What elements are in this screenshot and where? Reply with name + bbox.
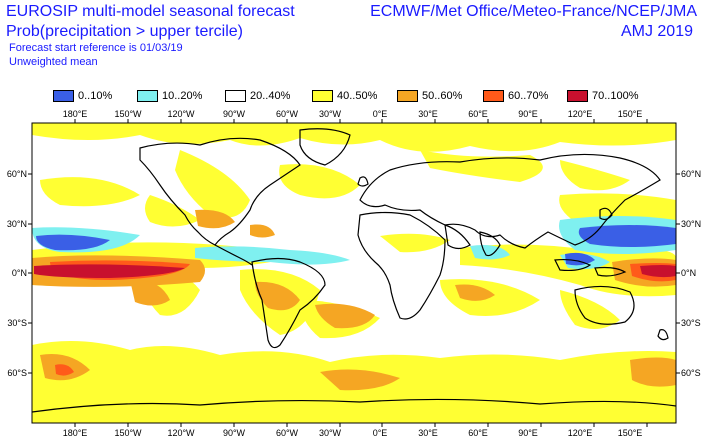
legend-label: 40..50% xyxy=(337,90,378,102)
y-tick-right: 60°S xyxy=(681,368,701,378)
colour-legend: 0..10% 10..20% 20..40% 40..50% 50..60% 6… xyxy=(0,88,707,104)
y-tick-right: 30°N xyxy=(681,219,701,229)
x-tick-bottom: 60°E xyxy=(468,428,488,438)
legend-label: 20..40% xyxy=(250,90,291,102)
x-tick-bottom: 120°E xyxy=(568,428,593,438)
map-title: EUROSIP multi-model seasonal forecast xyxy=(6,3,295,20)
x-tick-top: 120°W xyxy=(167,110,195,119)
legend-item: 60..70% xyxy=(483,88,548,104)
x-tick-top: 150°E xyxy=(618,110,643,119)
x-tick-top: 180°E xyxy=(63,110,88,119)
y-tick-left: 30°N xyxy=(7,219,27,229)
legend-label: 10..20% xyxy=(162,90,203,102)
legend-item: 0..10% xyxy=(53,88,112,104)
x-tick-bottom: 150°E xyxy=(618,428,643,438)
x-tick-top: 60°W xyxy=(276,110,299,119)
y-tick-left: 60°N xyxy=(7,169,27,179)
legend-item: 20..40% xyxy=(225,88,290,104)
legend-swatch xyxy=(567,90,588,102)
x-tick-bottom: 60°W xyxy=(276,428,299,438)
legend-swatch xyxy=(483,90,504,102)
latitude-tick-marks xyxy=(28,173,680,374)
x-tick-top: 90°E xyxy=(518,110,538,119)
legend-item: 40..50% xyxy=(312,88,377,104)
y-tick-left: 60°S xyxy=(7,368,27,378)
longitude-tick-marks xyxy=(74,119,648,427)
probability-map: 180°E 150°W 120°W 90°W 60°W 30°W 0°E 30°… xyxy=(7,110,701,438)
map-subtitle: Prob(precipitation > upper tercile) xyxy=(6,23,244,40)
y-tick-left: 0°N xyxy=(12,268,27,278)
period-label: AMJ 2019 xyxy=(620,23,693,40)
legend-label: 60..70% xyxy=(508,90,549,102)
legend-item: 50..60% xyxy=(397,88,462,104)
x-tick-top: 60°E xyxy=(468,110,488,119)
x-tick-top: 120°E xyxy=(568,110,593,119)
probability-shading xyxy=(32,123,676,423)
centres-label: ECMWF/Met Office/Meteo-France/NCEP/JMA xyxy=(370,3,697,20)
legend-swatch xyxy=(137,90,158,102)
legend-swatch xyxy=(312,90,333,102)
legend-swatch xyxy=(53,90,74,102)
x-tick-top: 0°E xyxy=(373,110,388,119)
x-tick-bottom: 90°E xyxy=(518,428,538,438)
legend-swatch xyxy=(225,90,246,102)
y-tick-left: 30°S xyxy=(7,318,27,328)
legend-label: 0..10% xyxy=(78,90,113,102)
x-tick-bottom: 150°W xyxy=(114,428,142,438)
x-tick-bottom: 90°W xyxy=(223,428,246,438)
legend-label: 70..100% xyxy=(592,90,639,102)
y-tick-right: 0°N xyxy=(681,268,696,278)
x-tick-bottom: 180°E xyxy=(63,428,88,438)
legend-item: 70..100% xyxy=(567,88,638,104)
legend-label: 50..60% xyxy=(422,90,463,102)
x-tick-bottom: 0°E xyxy=(373,428,388,438)
x-tick-top: 90°W xyxy=(223,110,246,119)
x-tick-bottom: 120°W xyxy=(167,428,195,438)
x-tick-top: 150°W xyxy=(114,110,142,119)
legend-swatch xyxy=(397,90,418,102)
y-tick-right: 30°S xyxy=(681,318,701,328)
x-tick-bottom: 30°W xyxy=(319,428,342,438)
forecast-start-reference: Forecast start reference is 01/03/19 xyxy=(9,42,183,54)
legend-item: 10..20% xyxy=(137,88,202,104)
x-tick-top: 30°W xyxy=(319,110,342,119)
y-tick-right: 60°N xyxy=(681,169,701,179)
coastlines xyxy=(32,128,676,413)
x-tick-bottom: 30°E xyxy=(418,428,438,438)
x-tick-top: 30°E xyxy=(418,110,438,119)
weighting-note: Unweighted mean xyxy=(9,56,98,68)
